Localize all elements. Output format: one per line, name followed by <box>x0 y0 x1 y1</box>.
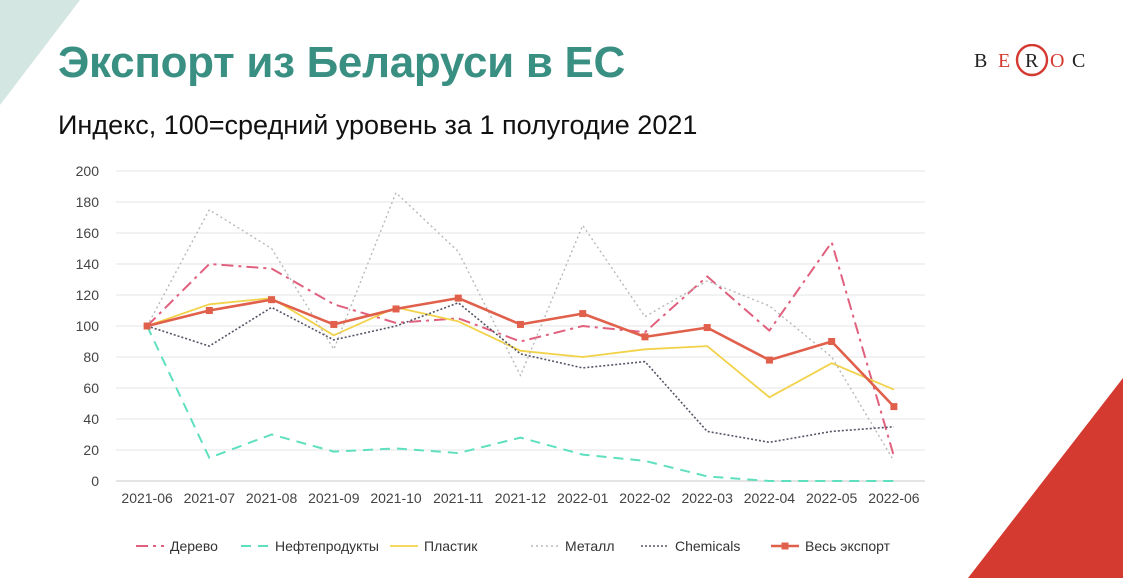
y-tick-label-20: 20 <box>83 442 99 458</box>
series-line-3 <box>146 191 895 462</box>
x-tick-label-2021-10: 2021-10 <box>370 490 422 506</box>
teal-corner-triangle <box>0 0 80 105</box>
x-tick-label-2021-11: 2021-11 <box>433 490 484 506</box>
series-5-marker-2022-01 <box>579 310 587 318</box>
x-tick-label-2021-09: 2021-09 <box>308 490 360 506</box>
legend-label-0: Дерево <box>170 538 218 554</box>
red-corner-triangle <box>968 378 1123 578</box>
x-tick-label-2021-07: 2021-07 <box>184 490 236 506</box>
x-tick-label-2022-06: 2022-06 <box>868 490 920 506</box>
y-tick-label-140: 140 <box>76 256 100 272</box>
legend-label-1: Нефтепродукты <box>275 538 379 554</box>
series-5-marker-2021-12 <box>517 320 524 328</box>
series-5-marker-2021-08 <box>268 296 276 304</box>
logo-letter-o: O <box>1050 50 1064 72</box>
y-tick-label-100: 100 <box>76 318 100 334</box>
series-5-marker-2021-06 <box>143 322 151 330</box>
series-5-marker-2021-10 <box>392 305 400 313</box>
series-5-marker-2022-03 <box>703 324 711 332</box>
logo-letter-r: R <box>1025 50 1039 72</box>
series-5-marker-2022-05 <box>828 338 836 345</box>
series-5-marker-2021-09 <box>330 320 338 328</box>
x-tick-label-2022-03: 2022-03 <box>681 490 733 506</box>
series-5-marker-2022-06 <box>890 403 898 411</box>
teal-corner-shape <box>0 0 80 105</box>
logo-letter-e: E <box>998 50 1010 72</box>
legend-label-4: Chemicals <box>675 538 740 554</box>
series-5-marker-2021-11 <box>454 294 462 302</box>
x-tick-label-2021-06: 2021-06 <box>121 490 173 506</box>
x-tick-label-2022-04: 2022-04 <box>744 490 796 506</box>
series-5-marker-2021-07 <box>205 307 213 314</box>
logo-ring <box>1015 44 1049 77</box>
x-tick-label-2021-08: 2021-08 <box>246 490 298 506</box>
legend-marker-5 <box>781 542 789 550</box>
logo-letter-c: C <box>1072 50 1085 72</box>
legend-label-3: Металл <box>565 538 615 554</box>
y-tick-label-60: 60 <box>83 380 99 396</box>
y-tick-label-160: 160 <box>76 225 100 241</box>
legend-label-5: Весь экспорт <box>805 538 891 554</box>
series-5-marker-2022-02 <box>641 333 649 341</box>
beroc-logo: B E R O C <box>974 44 1085 77</box>
slide-title: Экспорт из Беларуси в ЕС <box>58 38 626 87</box>
x-tick-label-2022-05: 2022-05 <box>806 490 858 506</box>
y-tick-label-40: 40 <box>83 411 99 427</box>
x-tick-label-2022-01: 2022-01 <box>557 490 609 506</box>
series-5-marker-2022-04 <box>765 356 773 364</box>
y-tick-label-180: 180 <box>76 194 100 210</box>
slide-subtitle: Индекс, 100=средний уровень за 1 полугод… <box>58 110 698 140</box>
legend-label-2: Пластик <box>424 538 478 554</box>
y-tick-label-80: 80 <box>83 349 99 365</box>
x-tick-label-2022-02: 2022-02 <box>619 490 671 506</box>
series-line-1 <box>146 325 894 482</box>
red-corner-shape <box>968 378 1123 578</box>
logo-letter-b: B <box>974 50 987 72</box>
y-tick-label-200: 200 <box>76 163 100 179</box>
y-tick-label-0: 0 <box>91 473 99 489</box>
x-tick-label-2021-12: 2021-12 <box>495 490 547 506</box>
series-line-0 <box>146 241 895 457</box>
y-tick-label-120: 120 <box>76 287 100 303</box>
